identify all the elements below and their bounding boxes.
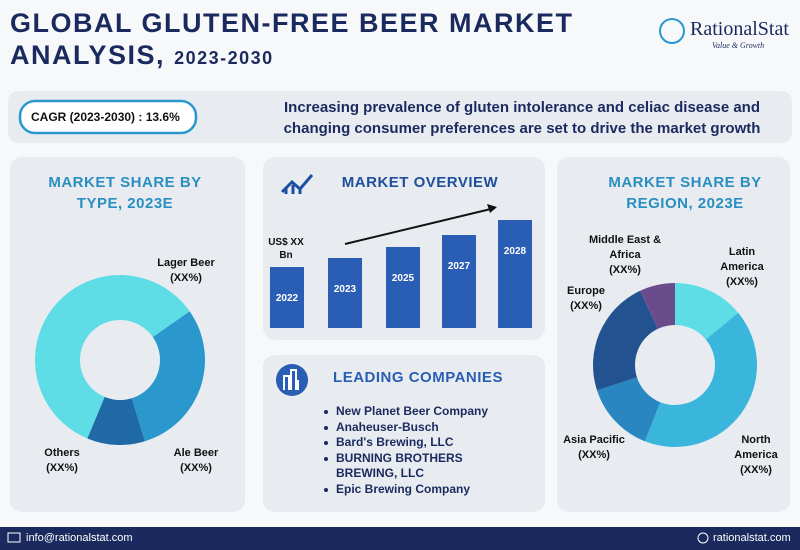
company: Epic Brewing Company (322, 482, 507, 498)
bar-label: 2025 (392, 273, 415, 284)
company: Anaheuser-Busch (322, 420, 507, 436)
bar (386, 247, 420, 328)
donut-segment (597, 377, 661, 442)
panel-title: MARKET SHARE BY TYPE, 2023E (48, 174, 202, 212)
segment-label: Asia Pacific (XX%) (563, 434, 625, 461)
segment-label: Europe (XX%) (567, 285, 605, 312)
trend-icon (280, 174, 314, 194)
logo-icon (659, 18, 685, 44)
mail-icon (7, 532, 21, 543)
donut-segment (675, 283, 739, 340)
panel (263, 355, 545, 512)
segment-label: Lager Beer (XX%) (157, 257, 215, 284)
share-label: (XX%) (609, 264, 641, 276)
bar (442, 235, 476, 328)
bar (270, 267, 304, 328)
logo-tagline: Value & Growth (712, 41, 765, 50)
title: ANALYSIS, 2023-2030 (10, 40, 274, 71)
globe-icon (697, 532, 709, 544)
banner-bg (8, 91, 792, 143)
share-label: (XX%) (578, 449, 610, 461)
unit-label: US$ XX Bn (268, 237, 304, 261)
footer-email: info@rationalstat.com (26, 532, 133, 544)
share-label: (XX%) (170, 272, 202, 284)
trend-arrow-head (487, 204, 497, 213)
cagr-pill (18, 99, 198, 135)
company: Bard's Brewing, LLC (322, 435, 507, 451)
donut-segment (644, 312, 757, 447)
share-label: (XX%) (570, 300, 602, 312)
company: BURNING BROTHERS BREWING, LLC (322, 451, 507, 482)
donut-segment (640, 283, 675, 329)
headline: Increasing prevalence of gluten intolera… (283, 99, 761, 137)
segment-label: Latin America (XX%) (713, 245, 771, 290)
donut-segment (35, 275, 190, 439)
segment-label: North America (XX%) (734, 434, 778, 476)
share-label: (XX%) (740, 464, 772, 476)
bar-label: 2027 (448, 261, 471, 272)
share-label: (XX%) (180, 462, 212, 474)
donut-segment (131, 311, 206, 442)
segment-label: Middle East & Africa (XX%) (585, 233, 665, 278)
segment-label: Others (XX%) (44, 447, 80, 474)
donut-segment (87, 396, 145, 445)
title: GLOBAL GLUTEN-FREE BEER MARKET (10, 8, 574, 38)
company-list: New Planet Beer Company Anaheuser-Busch Ba… (322, 404, 507, 497)
bar-label: 2022 (276, 293, 299, 304)
title-years: 2023-2030 (174, 48, 274, 68)
company: New Planet Beer Company (322, 404, 507, 420)
bar-label: 2023 (334, 284, 357, 295)
company-icon (283, 369, 299, 390)
panel-title: MARKET OVERVIEW (341, 174, 499, 191)
panel-title: MARKET SHARE BY REGION, 2023E (608, 174, 762, 212)
share-label: (XX%) (726, 276, 758, 288)
footer-website: rationalstat.com (713, 532, 791, 544)
donut-segment (593, 290, 658, 391)
share-label: (XX%) (46, 462, 78, 474)
title: ANALYSIS, (10, 40, 166, 70)
panel-title: LEADING COMPANIES (333, 369, 503, 386)
cagr: CAGR (2023-2030) : 13.6% (31, 110, 180, 124)
bar (498, 220, 532, 328)
segment-label: Ale Beer (XX%) (173, 447, 219, 474)
bar-label: 2028 (504, 246, 527, 257)
bar (328, 258, 362, 328)
footer-bar (0, 527, 800, 550)
logo-name: RationalStat (690, 18, 789, 40)
trend-arrow (344, 207, 496, 245)
